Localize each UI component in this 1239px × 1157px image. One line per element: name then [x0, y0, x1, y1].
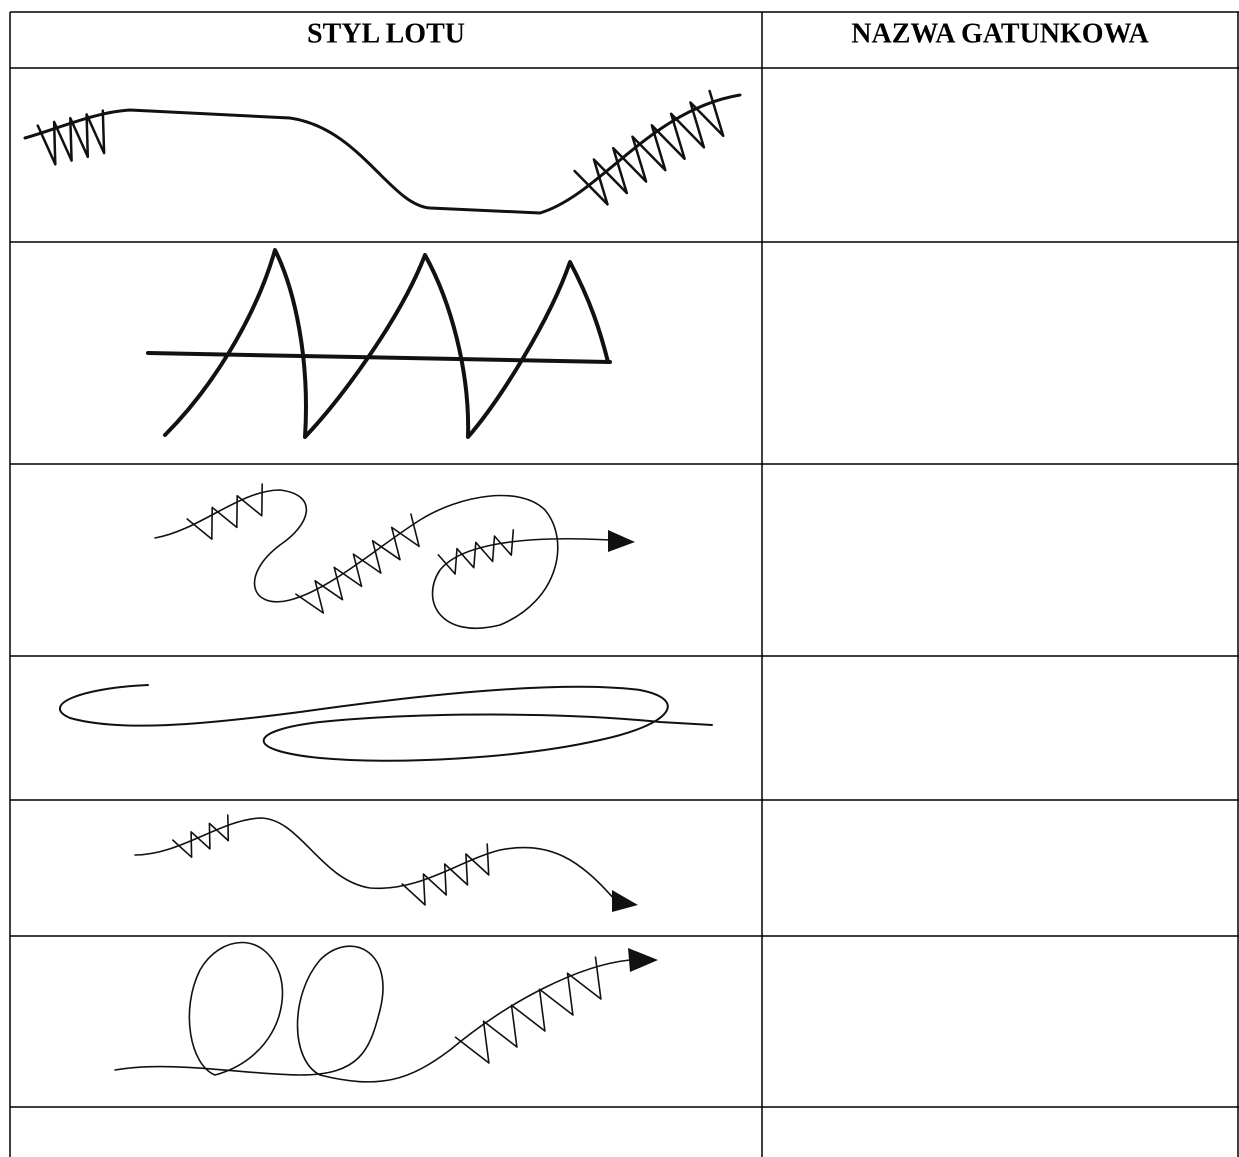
header-cell: NAZWA GATUNKOWA — [851, 18, 1149, 49]
flight-path — [146, 351, 612, 364]
flight-path — [114, 945, 631, 1083]
zigzag — [172, 814, 230, 859]
flight-drawings — [23, 89, 742, 1083]
zigzag — [186, 483, 264, 540]
zigzag — [573, 89, 725, 206]
header-cell: STYL LOTU — [307, 18, 465, 49]
arrowhead — [612, 890, 638, 912]
zigzag — [36, 109, 106, 166]
flight-path — [154, 489, 611, 630]
zigzag — [401, 843, 490, 906]
zigzag — [454, 956, 602, 1064]
table-grid — [9, 11, 1239, 1157]
zigzag — [295, 513, 420, 614]
flight-path — [163, 248, 610, 439]
arrowhead — [608, 530, 635, 552]
flight-path — [134, 817, 616, 901]
zigzag — [437, 529, 515, 575]
flight-path — [23, 93, 742, 215]
arrowhead — [628, 948, 658, 972]
flight-path — [58, 684, 713, 762]
flight-path — [188, 941, 284, 1076]
